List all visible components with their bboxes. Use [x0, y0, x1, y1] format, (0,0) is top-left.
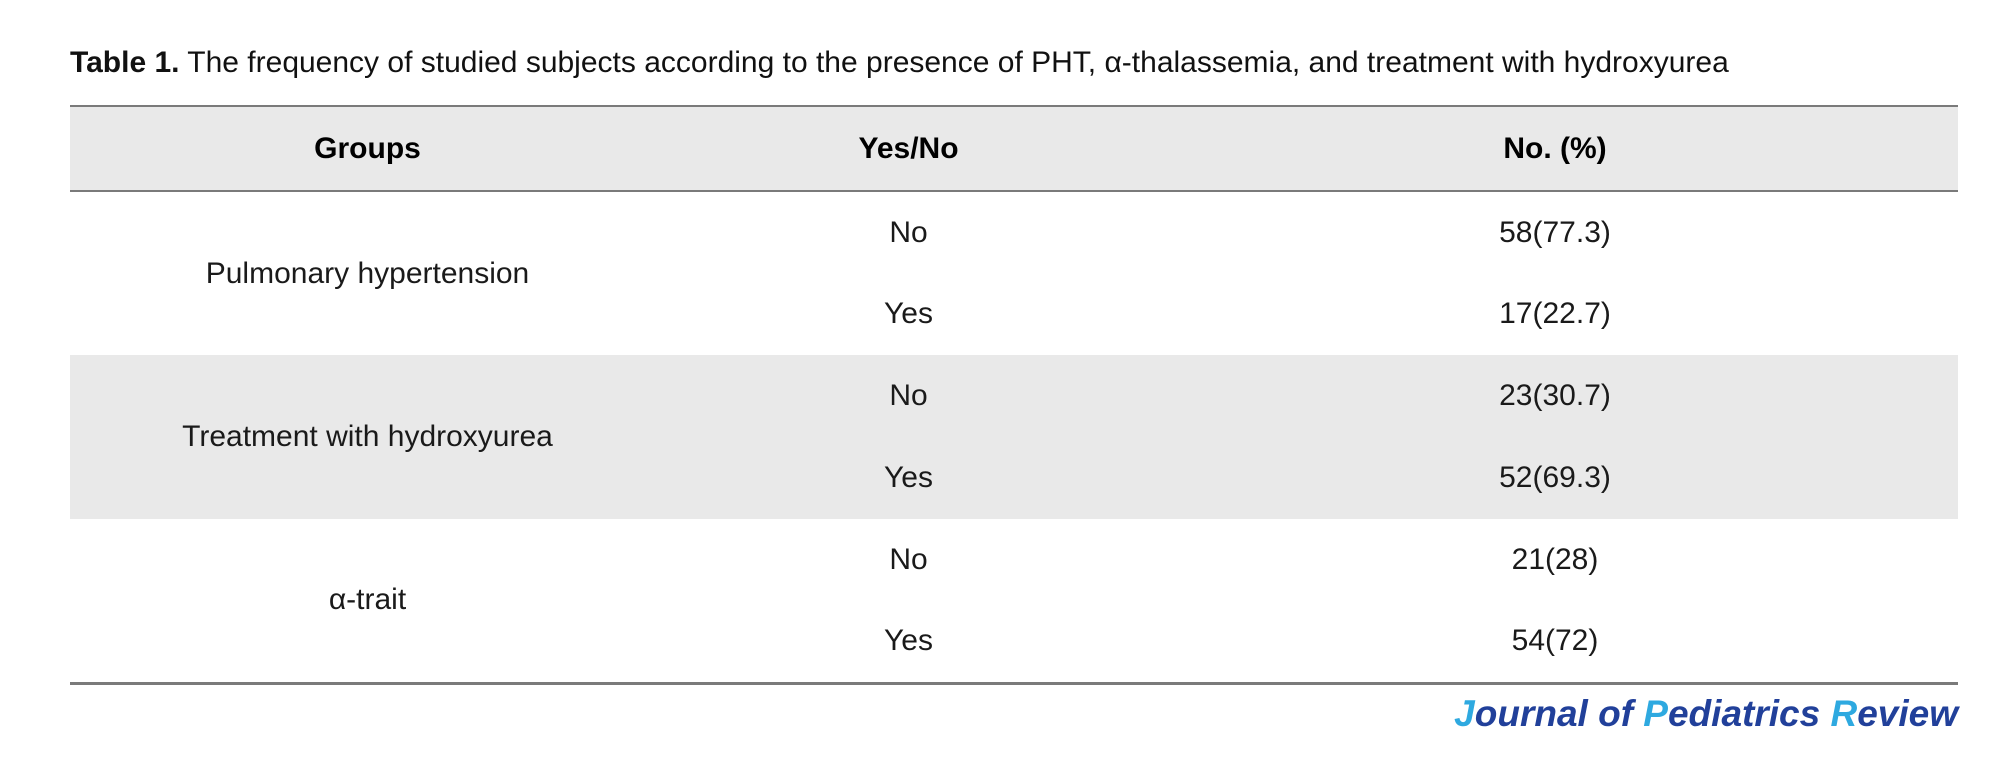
column-header-yes-no: Yes/No: [858, 131, 959, 165]
cell-yes-no: Yes: [884, 624, 933, 658]
journal-logo-text: ournal of: [1474, 692, 1644, 734]
table-header-row: Groups Yes/No No. (%): [70, 106, 1958, 191]
table-row: Pulmonary hypertension No 58(77.3): [70, 191, 1958, 290]
journal-footer: Journal of Pediatrics Review: [70, 693, 1958, 735]
group-label-alpha-trait: α-trait: [328, 583, 407, 617]
cell-yes-no: No: [889, 215, 928, 249]
cell-no-pct: 23(30.7): [1499, 379, 1611, 412]
cell-yes-no: Yes: [884, 461, 933, 494]
column-header-groups: Groups: [314, 131, 421, 165]
table-caption: Table 1. The frequency of studied subjec…: [70, 45, 1958, 81]
journal-logo-initial-p: P: [1643, 692, 1668, 734]
table-caption-number: Table 1.: [70, 46, 180, 79]
cell-yes-no: No: [889, 543, 928, 576]
journal-logo-initial-r: R: [1830, 692, 1858, 734]
journal-logo: Journal of Pediatrics Review: [1454, 693, 1958, 735]
group-label-treatment-hydroxyurea: Treatment with hydroxyurea: [182, 420, 553, 453]
cell-no-pct: 52(69.3): [1499, 461, 1611, 494]
cell-no-pct: 54(72): [1511, 624, 1599, 658]
table-row: α-trait No 21(28): [70, 519, 1958, 616]
cell-yes-no: Yes: [884, 297, 933, 330]
journal-logo-initial-j: J: [1454, 692, 1475, 734]
table-row: Treatment with hydroxyurea No 23(30.7): [70, 355, 1958, 453]
column-header-no-pct: No. (%): [1503, 131, 1607, 165]
cell-no-pct: 17(22.7): [1499, 297, 1611, 330]
cell-no-pct: 21(28): [1511, 543, 1599, 576]
table-caption-text: The frequency of studied subjects accord…: [179, 46, 1729, 79]
cell-no-pct: 58(77.3): [1499, 215, 1611, 249]
journal-logo-text: ediatrics: [1667, 692, 1831, 734]
frequency-table: Groups Yes/No No. (%) Pulmonary hyperten…: [70, 105, 1958, 685]
journal-logo-text: eview: [1857, 692, 1958, 734]
cell-yes-no: No: [889, 379, 928, 412]
group-label-pulmonary-hypertension: Pulmonary hypertension: [205, 256, 530, 290]
